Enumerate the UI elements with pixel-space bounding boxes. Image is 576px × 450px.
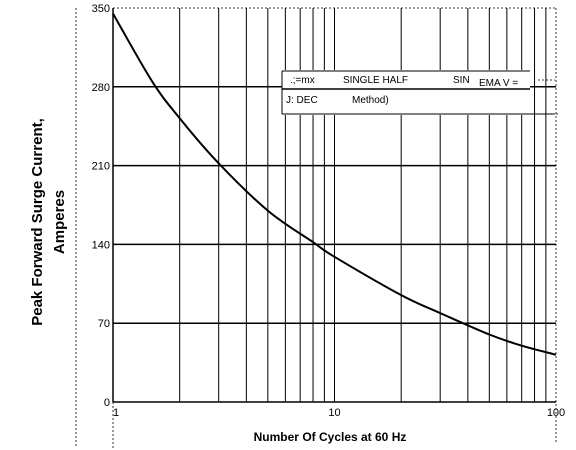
annotation-text-1d: EMA V =	[479, 78, 518, 89]
y-axis-title-line2: Amperes	[51, 190, 68, 254]
annotation-text-2a: J: DEC	[286, 95, 318, 106]
y-tick-label: 210	[92, 161, 110, 173]
annotation-box: .;=mx SINGLE HALF SIN EMA V = J: DEC Met…	[281, 70, 558, 115]
y-tick-label: 0	[104, 397, 110, 409]
x-tick-label: 10	[328, 407, 340, 419]
x-axis-title: Number Of Cycles at 60 Hz	[254, 430, 407, 444]
x-tick-label: 100	[547, 407, 565, 419]
y-axis-title: Peak Forward Surge Current, Amperes	[29, 118, 68, 326]
surge-current-curve	[112, 13, 557, 356]
grid-lines	[113, 8, 556, 402]
plot-frame	[75, 7, 557, 448]
annotation-text-1c: SIN	[453, 75, 470, 86]
y-tick-label: 70	[98, 318, 110, 330]
series-layer	[112, 13, 557, 356]
tick-labels: 0 70 140 210 280 350 1 10 100	[92, 3, 566, 419]
y-tick-label: 350	[92, 3, 110, 15]
y-tick-label: 140	[92, 239, 110, 251]
y-tick-label: 280	[92, 82, 110, 94]
annotation-text-1b: SINGLE HALF	[343, 75, 408, 86]
y-axis-title-line1: Peak Forward Surge Current,	[29, 118, 46, 326]
annotation-text-1a: .;=mx	[290, 75, 315, 86]
x-tick-label: 1	[113, 407, 119, 419]
annotation-text-2b: Method)	[352, 95, 389, 106]
annotation-background	[282, 70, 530, 115]
